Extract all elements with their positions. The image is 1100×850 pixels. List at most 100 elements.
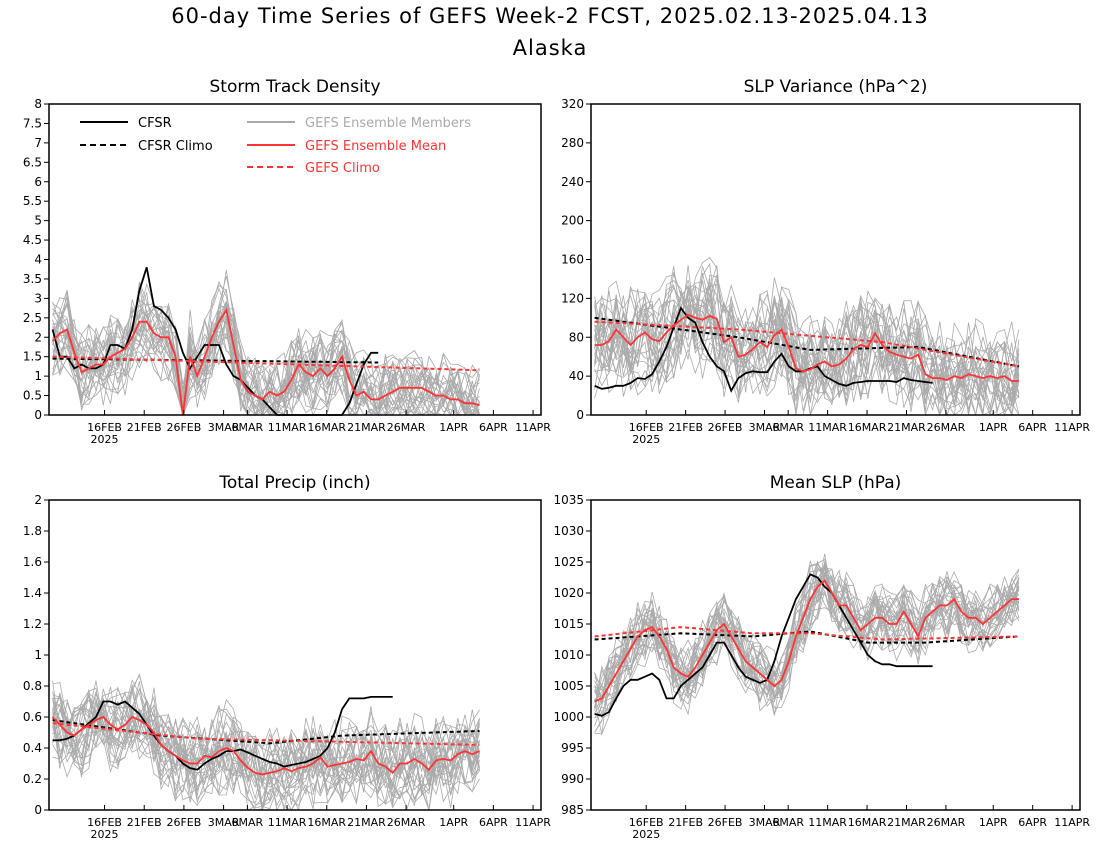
- y-tick-label: 1: [34, 369, 42, 383]
- x-tick-label: 21FEB: [127, 421, 162, 434]
- y-tick-label: 120: [561, 291, 584, 305]
- x-tick-label: 6MAR: [772, 421, 804, 434]
- ensemble-member-line: [52, 709, 480, 812]
- y-tick-label: 0: [576, 408, 584, 422]
- y-tick-label: 1000: [553, 710, 584, 724]
- ensemble-member-line: [52, 315, 480, 416]
- x-tick-label: 21FEB: [668, 421, 703, 434]
- y-tick-label: 2: [34, 330, 42, 344]
- y-tick-label: 985: [561, 803, 584, 817]
- legend-label: GEFS Ensemble Members: [305, 116, 471, 131]
- x-tick-label: 26MAR: [927, 421, 966, 434]
- x-tick-label: 1APR: [979, 816, 1008, 829]
- ensemble-member-line: [52, 687, 480, 789]
- figure-title: 60-day Time Series of GEFS Week-2 FCST, …: [171, 4, 929, 28]
- ensemble-member-line: [594, 574, 1020, 709]
- x-tick-label: 11APR: [515, 421, 551, 434]
- x-tick-label: 11APR: [1054, 816, 1090, 829]
- y-tick-label: 3.5: [23, 272, 42, 286]
- ensemble-member-line: [52, 300, 480, 416]
- y-tick-label: 1035: [553, 493, 584, 507]
- series-gefs-climo: [594, 626, 1019, 641]
- panel-1: Storm Track Density 0 0.5 1 1.5 2 2.5 3 3.5 4 4.5 5…: [23, 77, 551, 446]
- y-tick-label: 6: [34, 175, 42, 189]
- y-tick-label: 2: [34, 493, 42, 507]
- y-tick-label: 160: [561, 253, 584, 267]
- panel-2: SLP Variance (hPa^2) 0 40 80 120 160 200 240 280…: [561, 77, 1090, 446]
- panel-3: Total Precip (inch) 0 0.2 0.4 0.6 0.8 1 1.2 1.4 1…: [23, 473, 551, 841]
- y-tick-label: 1.8: [23, 524, 42, 538]
- ensemble-member-line: [594, 558, 1020, 703]
- y-tick-label: 2.5: [23, 311, 42, 325]
- x-tick-label: 11APR: [1054, 421, 1090, 434]
- ensemble-members: [52, 269, 480, 417]
- ensemble-member-line: [594, 262, 1020, 394]
- x-tick-label: 21FEB: [668, 816, 703, 829]
- x-tick-label: 11MAR: [808, 816, 847, 829]
- y-tick-label: 0: [34, 803, 42, 817]
- x-tick-label: 16MAR: [848, 816, 887, 829]
- x-tick-label: 11MAR: [268, 421, 307, 434]
- y-tick-label: 0.4: [23, 741, 42, 755]
- x-tick-label: 26FEB: [708, 816, 743, 829]
- series-gefs-climo: [52, 355, 480, 372]
- series-gefs-ensemble-mean: [51, 715, 480, 776]
- x-tick-label: 3MAR: [749, 421, 781, 434]
- y-tick-label: 4: [34, 253, 42, 267]
- x-tick-label: 6MAR: [772, 816, 804, 829]
- ensemble-member-line: [52, 299, 480, 416]
- series-gefs-ensemble-mean: [51, 307, 480, 416]
- panel-title: Mean SLP (hPa): [770, 473, 902, 493]
- panel-title: Total Precip (inch): [218, 473, 370, 493]
- ensemble-member-line: [52, 280, 480, 411]
- y-tick-label: 1.4: [23, 586, 42, 600]
- x-tick-label: 6APR: [479, 816, 508, 829]
- y-tick-label: 1005: [553, 679, 584, 693]
- ensemble-member-line: [594, 589, 1020, 719]
- legend-label: GEFS Climo: [305, 161, 380, 176]
- ensemble-member-line: [52, 697, 480, 796]
- y-tick-label: 3: [34, 291, 42, 305]
- ensemble-member-line: [594, 290, 1020, 411]
- ensemble-member-line: [594, 308, 1020, 417]
- y-tick-label: 5: [34, 214, 42, 228]
- y-tick-label: 0.8: [23, 679, 42, 693]
- ensemble-member-line: [594, 287, 1020, 390]
- series-gefs-ensemble-mean: [594, 579, 1019, 703]
- panel-title: Storm Track Density: [209, 77, 380, 97]
- y-tick-label: 0: [34, 408, 42, 422]
- y-tick-label: 40: [569, 369, 584, 383]
- y-tick-label: 6.5: [23, 155, 42, 169]
- y-tick-label: 995: [561, 741, 584, 755]
- legend-label: CFSR Climo: [138, 139, 213, 154]
- x-tick-label: 3MAR: [208, 421, 240, 434]
- x-tick-label: 16MAR: [307, 816, 346, 829]
- x-tick-label: 21FEB: [127, 816, 162, 829]
- x-tick-label: 26FEB: [708, 421, 743, 434]
- x-tick-label: 1APR: [439, 421, 468, 434]
- x-tick-label: 3MAR: [749, 816, 781, 829]
- ensemble-member-line: [52, 673, 480, 774]
- series-cfsr-climo: [52, 357, 379, 364]
- y-tick-label: 4.5: [23, 233, 42, 247]
- series-cfsr-climo: [594, 630, 1019, 644]
- ensemble-member-line: [52, 314, 480, 417]
- x-tick-label: 21MAR: [887, 421, 926, 434]
- panel-4: Mean SLP (hPa) 985 990 995 1000 1005 1010 1015 1…: [553, 473, 1090, 841]
- x-tick-label: 6APR: [1018, 421, 1047, 434]
- ensemble-member-line: [52, 674, 480, 777]
- ensemble-member-line: [594, 284, 1020, 401]
- series-cfsr-climo: [594, 316, 1020, 368]
- figure-subtitle: Alaska: [512, 36, 588, 60]
- x-tick-label: 21MAR: [347, 421, 386, 434]
- x-tick-label: 11MAR: [268, 816, 307, 829]
- series-gefs-climo: [52, 722, 480, 746]
- y-tick-label: 1: [34, 648, 42, 662]
- y-tick-label: 8: [34, 97, 42, 111]
- x-tick-label: 16MAR: [307, 421, 346, 434]
- x-tick-label: 26MAR: [927, 816, 966, 829]
- x-tick-label: 21MAR: [347, 816, 386, 829]
- series-gefs-ensemble-mean: [594, 313, 1019, 382]
- x-tick-label: 6MAR: [232, 816, 264, 829]
